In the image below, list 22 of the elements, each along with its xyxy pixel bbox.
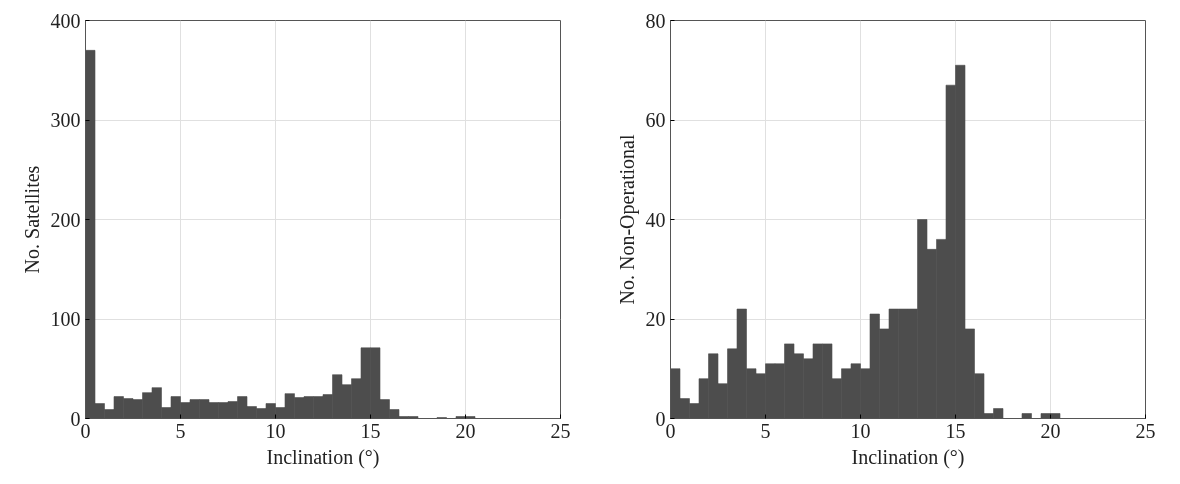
y-axis-title: No. Satellites xyxy=(20,165,43,274)
y-tick-label: 40 xyxy=(645,208,666,231)
x-tick-label: 25 xyxy=(1135,419,1156,442)
y-tick-label: 200 xyxy=(50,208,81,231)
y-tick-label: 100 xyxy=(50,308,81,330)
x-tick-label: 5 xyxy=(760,419,771,442)
x-tick-label: 20 xyxy=(455,419,476,442)
y-tick-label: 400 xyxy=(50,9,81,32)
x-axis-title: Inclination (°) xyxy=(851,445,965,469)
x-tick-label: 15 xyxy=(945,419,966,442)
y-tick-label: 20 xyxy=(645,308,666,330)
x-tick-label: 10 xyxy=(850,419,871,442)
y-tick-label: 60 xyxy=(645,109,666,131)
x-tick-label: 10 xyxy=(265,419,286,442)
x-axis-title: Inclination (°) xyxy=(266,445,380,469)
y-tick-label: 80 xyxy=(645,9,666,32)
x-tick-label: 25 xyxy=(550,419,571,442)
x-tick-label: 5 xyxy=(175,419,186,442)
x-tick-label: 20 xyxy=(1040,419,1061,442)
x-tick-label: 15 xyxy=(360,419,381,442)
y-axis-title: No. Non-Operational xyxy=(615,134,639,305)
y-tick-label: 300 xyxy=(50,109,81,131)
